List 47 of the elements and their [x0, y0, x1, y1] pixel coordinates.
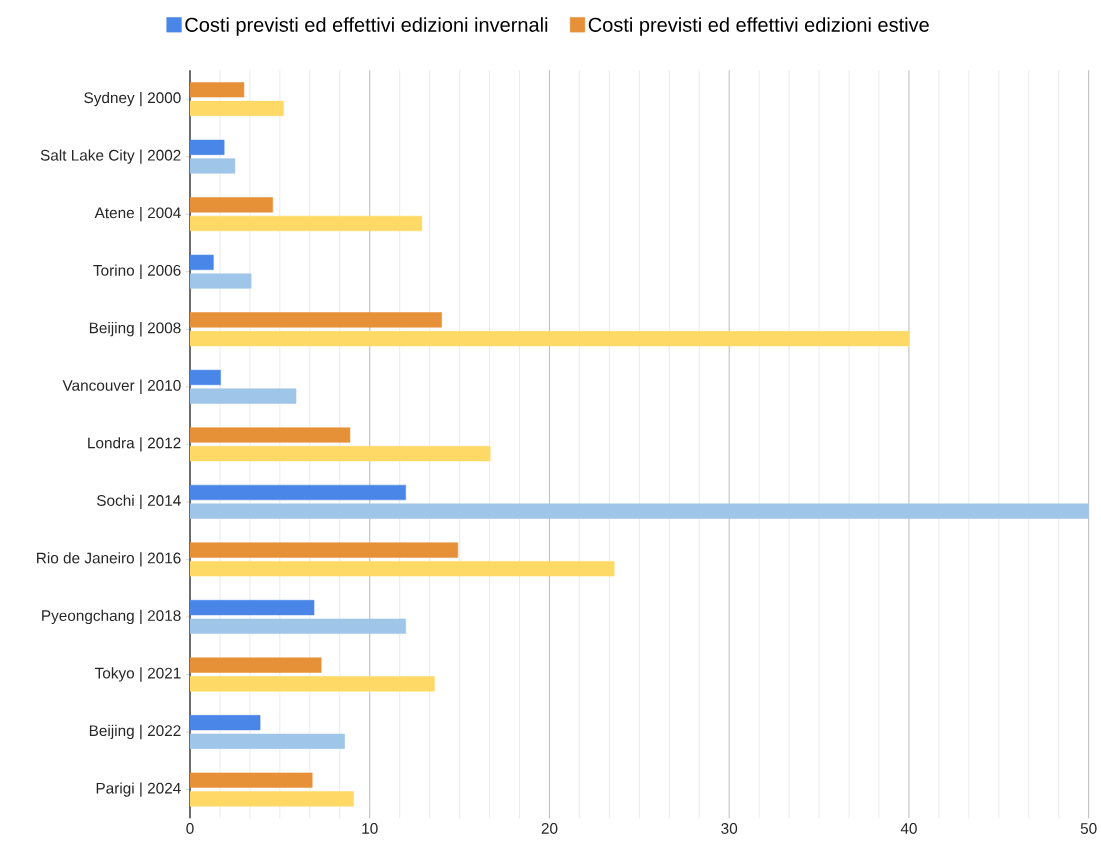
bar [190, 733, 345, 749]
bar [190, 503, 1089, 519]
bar [190, 446, 491, 462]
y-tick-label: Parigi | 2024 [96, 782, 181, 797]
bar [190, 254, 214, 270]
bar [190, 657, 322, 673]
legend-label: Costi previsti ed effettivi edizioni estive [588, 17, 929, 36]
bar [190, 215, 423, 232]
bar [190, 330, 910, 347]
bar [190, 715, 261, 731]
y-tick-label: Beijing | 2022 [89, 724, 181, 740]
bar [190, 484, 406, 501]
x-tick-label: 30 [721, 823, 738, 834]
y-tick-label: Londra | 2012 [88, 437, 181, 452]
bar [190, 100, 284, 117]
bar [190, 369, 221, 386]
y-tick-label: Atene | 2004 [94, 206, 181, 222]
bar [190, 600, 315, 616]
bar [190, 139, 225, 155]
y-tick-label: Salt Lake City | 2002 [40, 149, 181, 164]
y-tick-label: Sochi | 2014 [97, 494, 181, 510]
bar [190, 197, 273, 213]
bar [190, 273, 252, 289]
bar [190, 82, 245, 98]
bar [190, 791, 354, 807]
y-tick-label: Rio de Janeiro | 2016 [37, 552, 181, 567]
bar [190, 312, 442, 328]
x-tick-label: 20 [541, 823, 558, 834]
bar [190, 561, 615, 577]
y-tick-label: Torino | 2006 [93, 264, 181, 279]
y-tick-label: Pyeongchang | 2018 [42, 609, 181, 625]
bar [190, 676, 435, 692]
x-tick-label: 50 [1080, 823, 1097, 834]
x-tick-label: 0 [186, 823, 194, 834]
y-tick-label: Vancouver | 2010 [62, 379, 181, 394]
legend-label: Costi previsti ed effettivi edizioni invernali [185, 17, 548, 36]
bar [190, 772, 313, 788]
y-tick-label: Tokyo | 2021 [94, 667, 181, 682]
bar [190, 427, 351, 443]
bar [190, 158, 236, 174]
x-tick-label: 10 [362, 823, 378, 834]
bar [190, 388, 297, 404]
bar [190, 542, 459, 558]
bar [190, 618, 406, 634]
x-tick-label: 40 [900, 823, 917, 834]
y-tick-label: Beijing | 2008 [89, 322, 181, 337]
y-tick-label: Sydney | 2000 [84, 91, 181, 107]
